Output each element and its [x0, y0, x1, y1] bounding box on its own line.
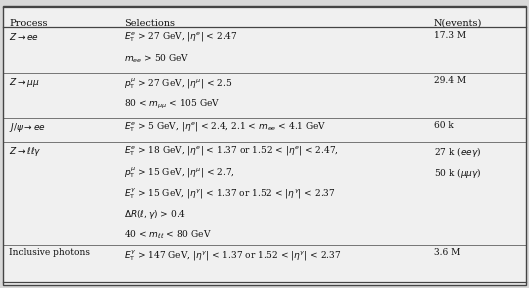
Text: $E^{e}_{\mathrm{T}}$ > 27 GeV, |$\eta^{e}$| < 2.47: $E^{e}_{\mathrm{T}}$ > 27 GeV, |$\eta^{e…	[124, 31, 238, 44]
Text: $E^{\gamma}_{\mathrm{T}}$ > 147 GeV, |$\eta^{\gamma}$| < 1.37 or 1.52 < |$\eta^{: $E^{\gamma}_{\mathrm{T}}$ > 147 GeV, |$\…	[124, 248, 342, 263]
Text: 3.6 M: 3.6 M	[434, 248, 460, 257]
Text: $Z \rightarrow \ell\ell\gamma$: $Z \rightarrow \ell\ell\gamma$	[9, 145, 42, 158]
Text: 40 < $m_{\ell\ell}$ < 80 GeV: 40 < $m_{\ell\ell}$ < 80 GeV	[124, 229, 212, 241]
Text: 27 k ($ee\gamma$): 27 k ($ee\gamma$)	[434, 145, 481, 159]
Text: $J/\psi \rightarrow ee$: $J/\psi \rightarrow ee$	[9, 121, 46, 134]
Text: 29.4 M: 29.4 M	[434, 76, 466, 85]
Text: $p^{\mu}_{\mathrm{T}}$ > 27 GeV, |$\eta^{\mu}$| < 2.5: $p^{\mu}_{\mathrm{T}}$ > 27 GeV, |$\eta^…	[124, 76, 232, 91]
Text: N(events): N(events)	[434, 19, 482, 28]
FancyBboxPatch shape	[3, 6, 526, 285]
Text: $E^{e}_{\mathrm{T}}$ > 18 GeV, |$\eta^{e}$| < 1.37 or 1.52 < |$\eta^{e}$| < 2.47: $E^{e}_{\mathrm{T}}$ > 18 GeV, |$\eta^{e…	[124, 145, 339, 158]
Text: 50 k ($\mu\mu\gamma$): 50 k ($\mu\mu\gamma$)	[434, 166, 481, 180]
Text: 17.3 M: 17.3 M	[434, 31, 466, 40]
Text: 80 < $m_{\mu\mu}$ < 105 GeV: 80 < $m_{\mu\mu}$ < 105 GeV	[124, 98, 221, 111]
Text: $E^{\gamma}_{\mathrm{T}}$ > 15 GeV, |$\eta^{\gamma}$| < 1.37 or 1.52 < |$\eta^{\: $E^{\gamma}_{\mathrm{T}}$ > 15 GeV, |$\e…	[124, 187, 336, 201]
Text: Selections: Selections	[124, 19, 175, 28]
Text: $Z \rightarrow ee$: $Z \rightarrow ee$	[9, 31, 39, 42]
Text: $p^{\mu}_{\mathrm{T}}$ > 15 GeV, |$\eta^{\mu}$| < 2.7,: $p^{\mu}_{\mathrm{T}}$ > 15 GeV, |$\eta^…	[124, 166, 235, 180]
Text: $m_{ee}$ > 50 GeV: $m_{ee}$ > 50 GeV	[124, 52, 190, 65]
Text: $\Delta R(\ell,\gamma)$ > 0.4: $\Delta R(\ell,\gamma)$ > 0.4	[124, 208, 187, 221]
Text: Process: Process	[9, 19, 48, 28]
Text: $Z \rightarrow \mu\mu$: $Z \rightarrow \mu\mu$	[9, 76, 40, 89]
Text: 60 k: 60 k	[434, 121, 453, 130]
Text: $E^{e}_{\mathrm{T}}$ > 5 GeV, |$\eta^{e}$| < 2.4, 2.1 < $m_{ee}$ < 4.1 GeV: $E^{e}_{\mathrm{T}}$ > 5 GeV, |$\eta^{e}…	[124, 121, 327, 134]
Text: Inclusive photons: Inclusive photons	[9, 248, 90, 257]
